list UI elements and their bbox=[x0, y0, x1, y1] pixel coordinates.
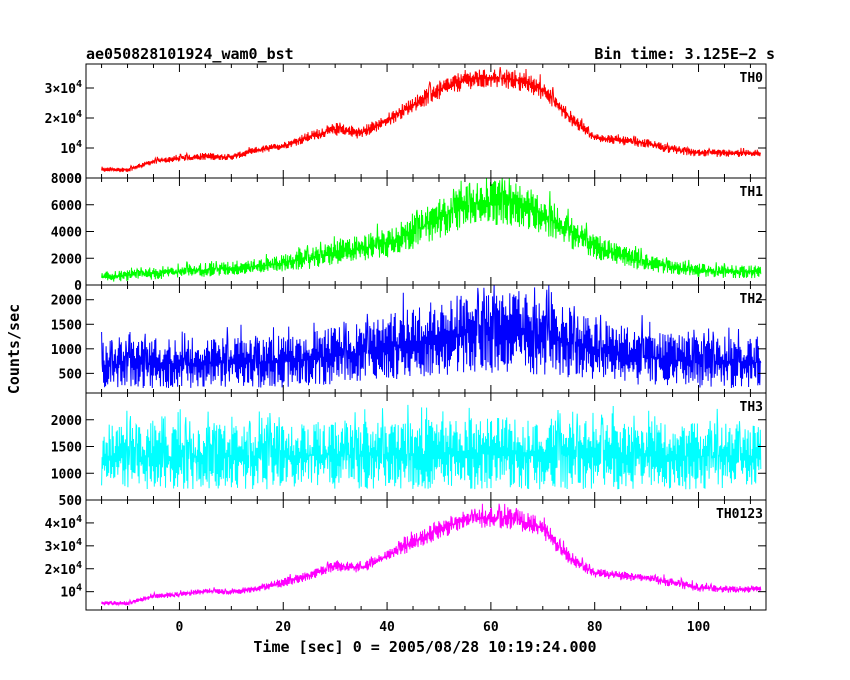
y-tick-label: 2×104 bbox=[45, 560, 82, 578]
panel-th0123: 104 2×104 3×104 4×104 TH0123 bbox=[45, 499, 767, 611]
x-axis-label: Time [sec] 0 = 2005/08/28 10:19:24.000 bbox=[253, 638, 597, 656]
series-line-th3 bbox=[101, 404, 762, 490]
panel-label-th1: TH1 bbox=[740, 185, 764, 200]
series-line-th0123 bbox=[101, 503, 762, 607]
panel-frame bbox=[85, 63, 767, 179]
y-tick-label: 104 bbox=[60, 583, 82, 601]
x-tick-label: 80 bbox=[587, 620, 603, 635]
x-tick-label: 40 bbox=[379, 620, 395, 635]
panel-th3: 500 1000 1500 2000 TH3 bbox=[51, 392, 767, 509]
panel-label-th3: TH3 bbox=[740, 400, 763, 415]
y-tick-label: 2000 bbox=[51, 252, 82, 267]
panel-label-th0: TH0 bbox=[740, 71, 764, 86]
bin-time-label: Bin time: 3.125E−2 s bbox=[594, 45, 775, 63]
y-tick-label: 4×104 bbox=[45, 514, 82, 532]
y-tick-label: 1500 bbox=[51, 441, 82, 456]
y-tick-label: 104 bbox=[60, 139, 82, 157]
panel-th2: 500 1000 1500 2000 TH2 bbox=[51, 284, 767, 394]
y-tick-label: 0 bbox=[74, 279, 82, 294]
y-tick-label: 1000 bbox=[51, 467, 82, 482]
observation-title: ae050828101924_wam0_bst bbox=[86, 45, 294, 63]
y-tick-label: 3×104 bbox=[45, 79, 82, 97]
x-tick-label: 100 bbox=[687, 620, 711, 635]
y-tick-label: 500 bbox=[59, 367, 83, 382]
y-tick-label: 2×104 bbox=[45, 109, 82, 127]
series-line-th1 bbox=[101, 177, 762, 282]
panel-label-th2: TH2 bbox=[740, 292, 763, 307]
x-tick-label: 60 bbox=[483, 620, 499, 635]
y-tick-label: 4000 bbox=[51, 226, 82, 241]
series-line-th2 bbox=[101, 284, 762, 389]
panel-th1: 0 2000 4000 6000 8000 TH1 bbox=[51, 172, 767, 294]
y-tick-label: 500 bbox=[59, 494, 83, 509]
y-tick-label: 8000 bbox=[51, 172, 82, 187]
y-tick-label: 2000 bbox=[51, 294, 82, 309]
y-tick-label: 0 bbox=[74, 172, 82, 187]
y-tick-label: 1500 bbox=[51, 318, 82, 333]
y-tick-label: 3×104 bbox=[45, 537, 82, 555]
y-tick-label: 6000 bbox=[51, 199, 82, 214]
y-tick-label: 2000 bbox=[51, 414, 82, 429]
x-tick-label: 20 bbox=[275, 620, 291, 635]
panel-frame bbox=[85, 499, 767, 611]
panel-label-th0123: TH0123 bbox=[716, 507, 763, 522]
x-tick-label: 0 bbox=[176, 620, 184, 635]
y-tick-label: 1000 bbox=[51, 343, 82, 358]
series-line-th0 bbox=[101, 66, 762, 173]
panel-th0: 0 104 2×104 3×104 TH0 bbox=[45, 63, 767, 187]
